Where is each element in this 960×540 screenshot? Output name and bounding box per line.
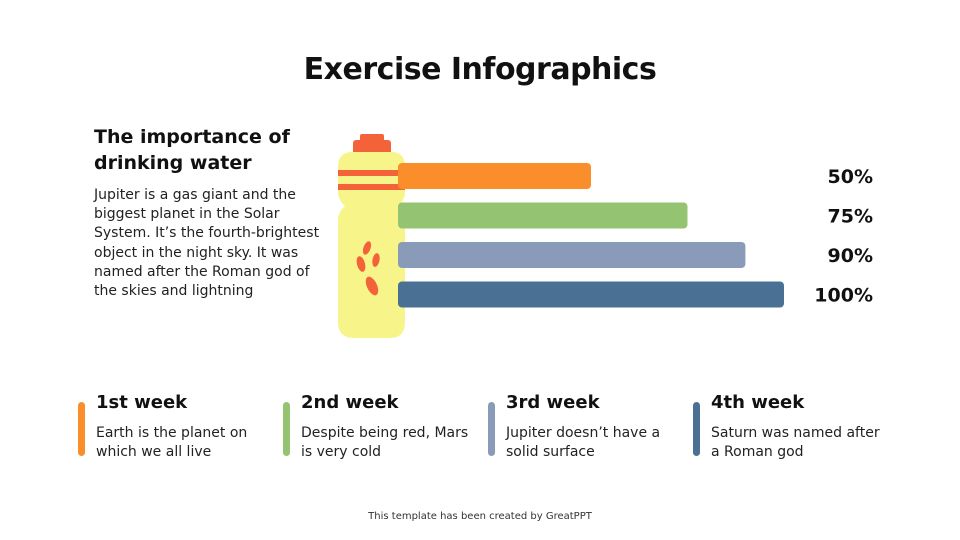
intro-text: Jupiter is a gas giant and the biggest p… <box>94 187 320 300</box>
week-card-1: 1st week Earth is the planet on which we… <box>78 390 278 470</box>
week-text: Jupiter doesn’t have a solid surface <box>506 425 661 460</box>
bar-4 <box>398 281 784 308</box>
week-color-bar <box>693 402 700 456</box>
week-title: 1st week <box>96 392 188 413</box>
week-card-3: 3rd week Jupiter doesn’t have a solid su… <box>488 390 688 470</box>
progress-bar-chart: 50% 75% 90% 100% <box>338 134 873 338</box>
week-card-2: 2nd week Despite being red, Mars is very… <box>283 390 483 470</box>
week-color-bar <box>488 402 495 456</box>
week-title: 3rd week <box>506 392 600 413</box>
week-color-bar <box>78 402 85 456</box>
intro-heading: The importance of drinking water <box>94 126 290 174</box>
week-color-bar <box>283 402 290 456</box>
week-text: Earth is the planet on which we all live <box>96 425 248 460</box>
water-bottle-icon <box>338 134 405 338</box>
bar-value-label-3: 90% <box>828 245 873 267</box>
weeks-row: 1st week Earth is the planet on which we… <box>78 390 898 470</box>
week-title: 2nd week <box>301 392 399 413</box>
page-title: Exercise Infographics <box>303 52 657 87</box>
bar-1 <box>398 163 591 189</box>
bar-2 <box>398 202 688 229</box>
week-title: 4th week <box>711 392 805 413</box>
bar-value-label-1: 50% <box>828 166 873 188</box>
bar-value-label-4: 100% <box>814 285 873 307</box>
week-card-4: 4th week Saturn was named after a Roman … <box>693 390 893 470</box>
footer-credit: This template has been created by GreatP… <box>368 511 592 522</box>
bar-value-label-2: 75% <box>828 206 873 228</box>
week-text: Saturn was named after a Roman god <box>711 425 880 460</box>
week-text: Despite being red, Mars is very cold <box>301 425 469 460</box>
bar-3 <box>398 242 746 268</box>
